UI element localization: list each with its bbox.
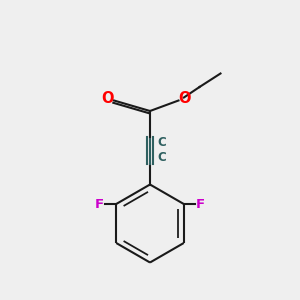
Text: O: O — [102, 91, 114, 106]
Text: C: C — [158, 136, 166, 149]
Text: O: O — [178, 91, 191, 106]
Text: C: C — [158, 151, 166, 164]
Text: F: F — [196, 197, 205, 211]
Text: F: F — [95, 197, 104, 211]
